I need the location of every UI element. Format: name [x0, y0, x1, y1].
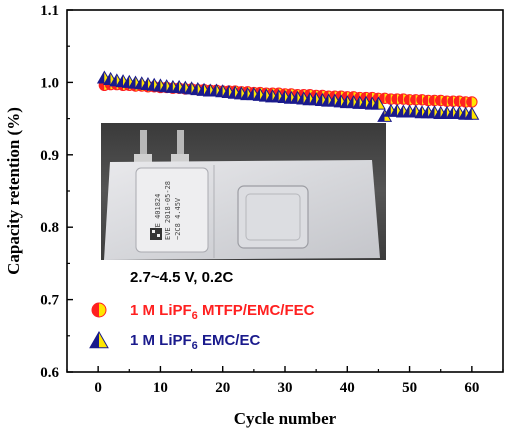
y-tick-label: 0.6	[40, 365, 59, 381]
x-tick-label: 0	[94, 380, 102, 396]
axis-ticks	[66, 9, 504, 373]
legend: 1 M LiPF6 MTFP/EMC/FEC 1 M LiPF6 EMC/EC	[89, 302, 315, 352]
series-2	[96, 70, 480, 122]
data-point-triangle	[370, 96, 386, 110]
pouch-label-line-1: ~EVE 401824	[154, 194, 162, 240]
series-layer	[96, 70, 480, 122]
y-tick-label: 0.9	[40, 148, 59, 164]
x-tick-label: 40	[340, 380, 355, 396]
data-point-circle	[466, 96, 478, 108]
axis-tick-labels: 0 10 20 30 40 50 60 0.6 0.7 0.8 0.9 1.0 1.1	[40, 3, 479, 396]
x-tick-label: 60	[464, 380, 479, 396]
y-tick-label: 1.0	[40, 75, 59, 91]
y-tick-label: 0.7	[40, 293, 59, 309]
y-axis-title: Capacity retention (%)	[4, 107, 23, 275]
data-point-circle	[91, 302, 107, 318]
pouch-label-line-3: ~2C8 4.45V	[174, 197, 182, 240]
condition-note: 2.7~4.5 V, 0.2C	[130, 269, 233, 286]
legend-marker-triangle-half	[89, 330, 109, 349]
legend-label-series-2: 1 M LiPF6 EMC/EC	[130, 332, 260, 352]
y-tick-label: 0.8	[40, 220, 59, 236]
data-point-triangle	[464, 106, 480, 120]
x-tick-label: 50	[402, 380, 417, 396]
x-tick-label: 30	[278, 380, 293, 396]
data-point-triangle	[89, 330, 109, 349]
legend-marker-circle-half	[91, 302, 107, 318]
x-axis-title: Cycle number	[234, 409, 337, 428]
y-tick-label: 1.1	[40, 3, 59, 19]
pouch-cell-photo: ~EVE 401824 EVE 2018-05-28 ~2C8 4.45V	[101, 123, 386, 260]
x-tick-label: 10	[153, 380, 168, 396]
legend-label-series-1: 1 M LiPF6 MTFP/EMC/FEC	[130, 302, 315, 322]
pouch-label-line-2: EVE 2018-05-28	[164, 181, 172, 240]
x-tick-label: 20	[215, 380, 230, 396]
